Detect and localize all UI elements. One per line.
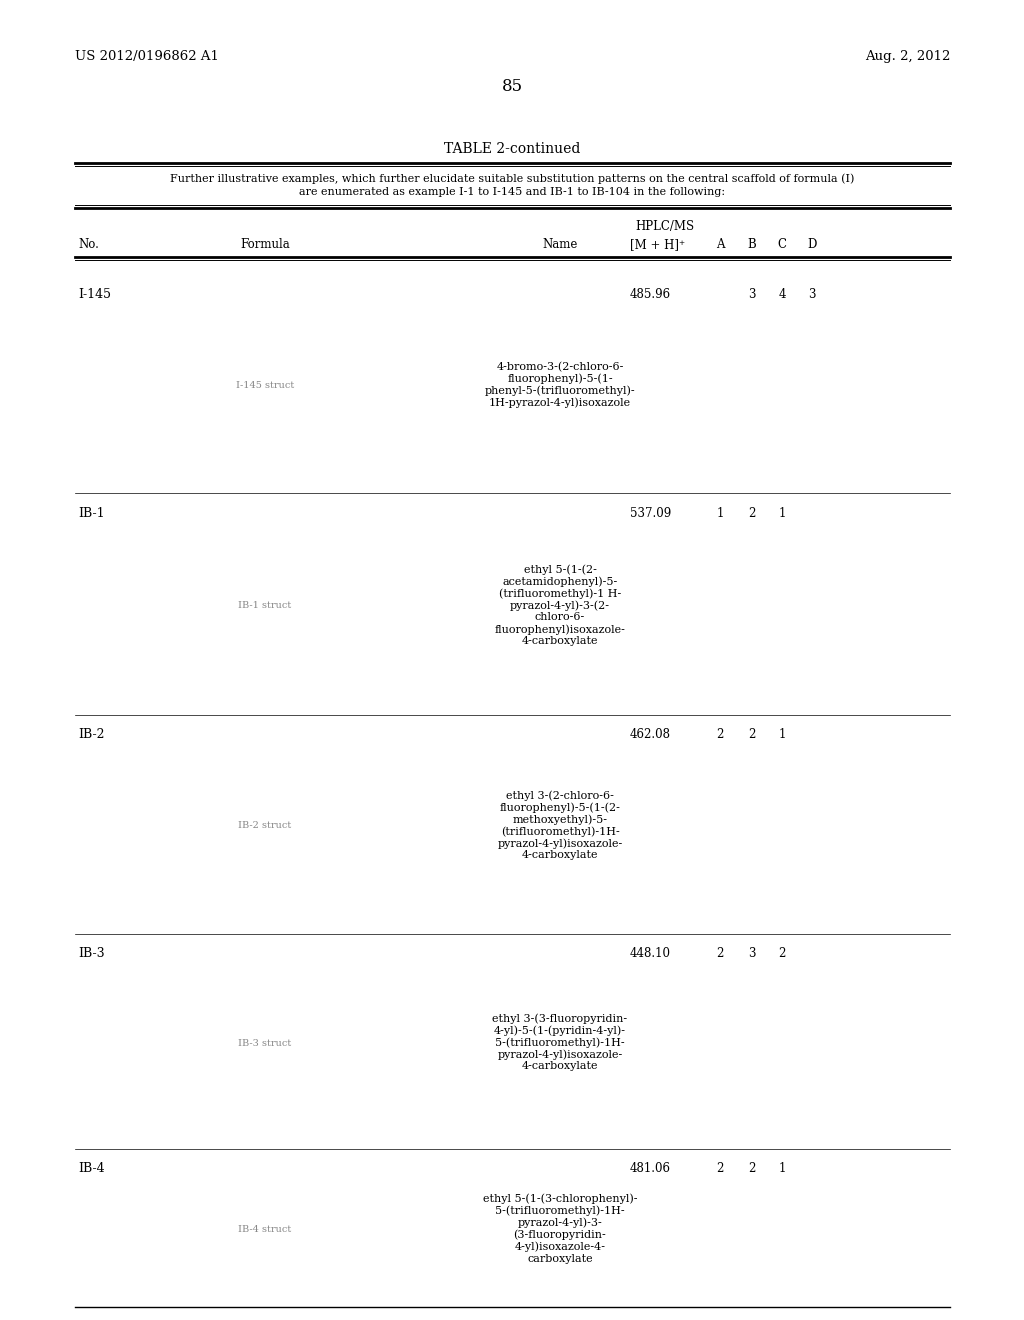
Text: 2: 2 — [749, 1162, 756, 1175]
Text: [M + H]⁺: [M + H]⁺ — [630, 238, 685, 251]
Text: fluorophenyl)-5-(1-(2-: fluorophenyl)-5-(1-(2- — [500, 803, 621, 813]
Text: 537.09: 537.09 — [630, 507, 672, 520]
Text: (3-fluoropyridin-: (3-fluoropyridin- — [514, 1229, 606, 1239]
Text: 462.08: 462.08 — [630, 729, 671, 741]
Text: fluorophenyl)isoxazole-: fluorophenyl)isoxazole- — [495, 624, 626, 635]
Text: ethyl 5-(1-(3-chlorophenyl)-: ethyl 5-(1-(3-chlorophenyl)- — [482, 1193, 637, 1204]
Text: 481.06: 481.06 — [630, 1162, 671, 1175]
Text: methoxyethyl)-5-: methoxyethyl)-5- — [512, 814, 607, 825]
Text: 1: 1 — [717, 507, 724, 520]
Text: I-145 struct: I-145 struct — [236, 381, 294, 389]
Text: I-145: I-145 — [78, 288, 111, 301]
Text: ethyl 3-(3-fluoropyridin-: ethyl 3-(3-fluoropyridin- — [493, 1012, 628, 1023]
Text: phenyl-5-(trifluoromethyl)-: phenyl-5-(trifluoromethyl)- — [484, 385, 635, 396]
Text: pyrazol-4-yl)-3-: pyrazol-4-yl)-3- — [517, 1217, 602, 1228]
Text: 4-bromo-3-(2-chloro-6-: 4-bromo-3-(2-chloro-6- — [497, 362, 624, 372]
Text: C: C — [777, 238, 786, 251]
Text: carboxylate: carboxylate — [527, 1254, 593, 1263]
Text: Formula: Formula — [240, 238, 290, 251]
Text: pyrazol-4-yl)isoxazole-: pyrazol-4-yl)isoxazole- — [498, 838, 623, 849]
Text: (trifluoromethyl)-1H-: (trifluoromethyl)-1H- — [501, 826, 620, 837]
Text: fluorophenyl)-5-(1-: fluorophenyl)-5-(1- — [507, 374, 612, 384]
Text: D: D — [807, 238, 817, 251]
Text: acetamidophenyl)-5-: acetamidophenyl)-5- — [503, 576, 617, 586]
Text: 5-(trifluoromethyl)-1H-: 5-(trifluoromethyl)-1H- — [496, 1205, 625, 1216]
Text: No.: No. — [78, 238, 99, 251]
Text: 3: 3 — [749, 288, 756, 301]
Text: IB-4: IB-4 — [78, 1162, 104, 1175]
Text: 4-carboxylate: 4-carboxylate — [522, 850, 598, 861]
Text: Name: Name — [543, 238, 578, 251]
Text: IB-2: IB-2 — [78, 729, 104, 741]
Text: are enumerated as example I-1 to I-145 and IB-1 to IB-104 in the following:: are enumerated as example I-1 to I-145 a… — [299, 187, 725, 197]
Text: TABLE 2-continued: TABLE 2-continued — [443, 143, 581, 156]
Text: 3: 3 — [749, 946, 756, 960]
Text: (trifluoromethyl)-1 H-: (trifluoromethyl)-1 H- — [499, 587, 622, 598]
Text: IB-4 struct: IB-4 struct — [239, 1225, 292, 1234]
Text: chloro-6-: chloro-6- — [535, 612, 585, 622]
Text: 448.10: 448.10 — [630, 946, 671, 960]
Text: 1: 1 — [778, 1162, 785, 1175]
Text: IB-3 struct: IB-3 struct — [239, 1039, 292, 1048]
Text: ethyl 3-(2-chloro-6-: ethyl 3-(2-chloro-6- — [506, 789, 614, 800]
Text: IB-1 struct: IB-1 struct — [239, 602, 292, 610]
Text: 1H-pyrazol-4-yl)isoxazole: 1H-pyrazol-4-yl)isoxazole — [488, 397, 631, 408]
Text: 1: 1 — [778, 729, 785, 741]
Text: 4-yl)isoxazole-4-: 4-yl)isoxazole-4- — [514, 1242, 605, 1253]
Text: IB-2 struct: IB-2 struct — [239, 821, 292, 830]
Text: ethyl 5-(1-(2-: ethyl 5-(1-(2- — [523, 564, 596, 574]
Text: Aug. 2, 2012: Aug. 2, 2012 — [864, 50, 950, 63]
Text: 485.96: 485.96 — [630, 288, 671, 301]
Text: 4-yl)-5-(1-(pyridin-4-yl)-: 4-yl)-5-(1-(pyridin-4-yl)- — [494, 1026, 626, 1036]
Text: US 2012/0196862 A1: US 2012/0196862 A1 — [75, 50, 219, 63]
Text: 5-(trifluoromethyl)-1H-: 5-(trifluoromethyl)-1H- — [496, 1038, 625, 1048]
Text: Further illustrative examples, which further elucidate suitable substitution pat: Further illustrative examples, which fur… — [170, 173, 854, 183]
Text: 3: 3 — [808, 288, 816, 301]
Text: 2: 2 — [749, 507, 756, 520]
Text: 4: 4 — [778, 288, 785, 301]
Text: 85: 85 — [502, 78, 522, 95]
Text: 4-carboxylate: 4-carboxylate — [522, 636, 598, 645]
Text: B: B — [748, 238, 757, 251]
Text: 2: 2 — [717, 946, 724, 960]
Text: 2: 2 — [778, 946, 785, 960]
Text: pyrazol-4-yl)-3-(2-: pyrazol-4-yl)-3-(2- — [510, 601, 610, 611]
Text: IB-1: IB-1 — [78, 507, 104, 520]
Text: IB-3: IB-3 — [78, 946, 104, 960]
Text: 2: 2 — [717, 729, 724, 741]
Text: 1: 1 — [778, 507, 785, 520]
Text: 2: 2 — [717, 1162, 724, 1175]
Text: pyrazol-4-yl)isoxazole-: pyrazol-4-yl)isoxazole- — [498, 1049, 623, 1060]
Text: HPLC/MS: HPLC/MS — [635, 220, 694, 234]
Text: 2: 2 — [749, 729, 756, 741]
Text: 4-carboxylate: 4-carboxylate — [522, 1061, 598, 1071]
Text: A: A — [716, 238, 724, 251]
